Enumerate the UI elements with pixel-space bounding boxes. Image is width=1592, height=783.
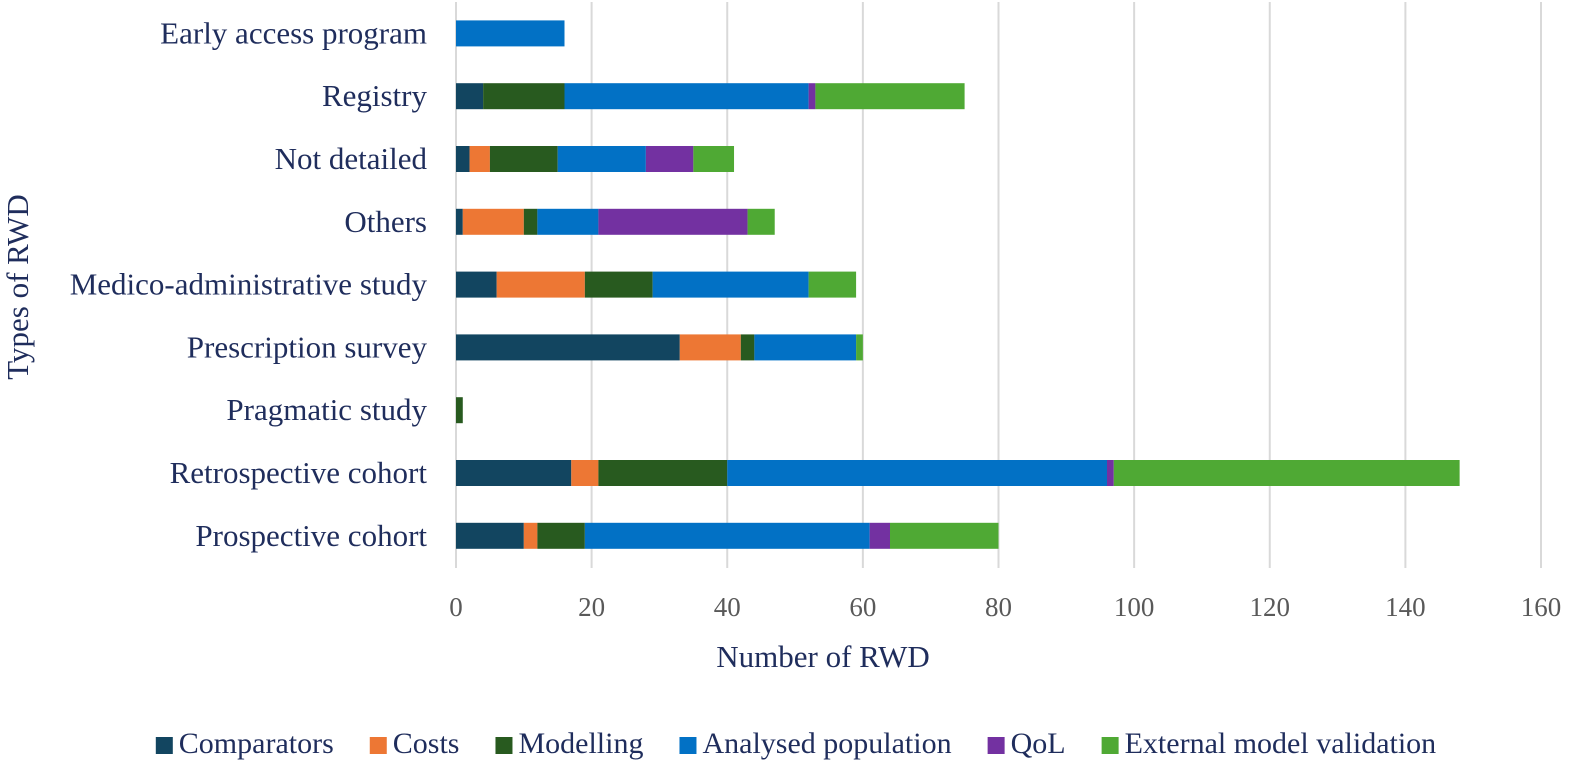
bar-segment	[456, 20, 565, 47]
bar-segment	[598, 208, 748, 235]
legend-swatch	[1101, 737, 1119, 754]
bar-segment	[571, 460, 599, 486]
legend-label: Modelling	[518, 727, 643, 760]
bar-segment	[489, 146, 558, 172]
bar-segment	[1113, 460, 1460, 486]
bar-segment	[747, 208, 775, 235]
y-axis-label: Types of RWD	[0, 194, 35, 380]
legend-swatch	[987, 737, 1005, 754]
bar-segment	[496, 271, 585, 298]
bar-segment	[740, 334, 755, 361]
bar-segment	[557, 146, 646, 172]
category-labels: Early access program Registry Not detailed…	[70, 15, 428, 552]
legend-label: Analysed population	[702, 727, 951, 760]
bar-segment	[456, 271, 497, 298]
bar-segment	[727, 460, 1107, 486]
bar-segment	[456, 522, 524, 549]
bar-segment	[469, 146, 490, 172]
x-tick-label: 120	[1250, 592, 1291, 622]
category-label: Registry	[322, 78, 428, 113]
bar-segment	[537, 522, 585, 549]
bar-segment	[456, 83, 484, 110]
category-label: Others	[344, 204, 427, 239]
bar-segment	[890, 522, 999, 549]
x-tick-label: 160	[1521, 592, 1562, 622]
bars	[456, 20, 1460, 549]
bar-segment	[754, 334, 857, 361]
legend-label: QoL	[1011, 727, 1066, 760]
category-label: Medico-administrative study	[70, 267, 428, 302]
bar-segment	[456, 208, 463, 235]
x-tick-label: 100	[1114, 592, 1155, 622]
bar-segment	[456, 334, 680, 361]
bar-segment	[808, 271, 857, 298]
category-label: Early access program	[160, 15, 427, 50]
bar-segment	[598, 460, 728, 486]
x-tick-label: 20	[578, 592, 605, 622]
bar-segment	[456, 460, 572, 486]
category-label: Prospective cohort	[195, 518, 427, 553]
bar-segment	[523, 208, 538, 235]
bar-segment	[537, 208, 599, 235]
bar-segment	[856, 334, 863, 361]
legend-swatch	[495, 737, 513, 754]
bar-segment	[679, 334, 741, 361]
x-axis-label: Number of RWD	[716, 639, 930, 674]
category-label: Not detailed	[275, 141, 428, 176]
x-tick-label: 40	[714, 592, 741, 622]
bar-segment	[456, 397, 463, 424]
legend-swatch	[369, 737, 387, 754]
bar-segment	[808, 83, 816, 110]
category-label: Prescription survey	[187, 329, 428, 364]
legend-swatch	[155, 737, 173, 754]
x-tick-label: 140	[1385, 592, 1426, 622]
bar-segment	[584, 271, 653, 298]
category-label: Pragmatic study	[226, 392, 427, 427]
bar-segment	[584, 522, 870, 549]
x-tick-label: 60	[849, 592, 876, 622]
bar-segment	[523, 522, 538, 549]
x-tick-label: 80	[985, 592, 1012, 622]
legend: Comparators Costs Modelling Analysed popula…	[155, 727, 1437, 760]
legend-label: Costs	[393, 727, 460, 760]
bar-segment	[462, 208, 524, 235]
bar-segment	[645, 146, 694, 172]
legend-label: Comparators	[179, 727, 334, 760]
bar-segment	[693, 146, 735, 172]
bar-segment	[564, 83, 809, 110]
x-tick-labels: 0 20 40 60 80 100 120 140 160	[449, 592, 1561, 622]
category-label: Retrospective cohort	[170, 455, 428, 490]
bar-segment	[815, 83, 965, 110]
bar-segment	[1107, 460, 1114, 486]
legend-swatch	[679, 737, 697, 754]
bar-segment	[869, 522, 890, 549]
bar-segment	[652, 271, 809, 298]
bar-segment	[483, 83, 565, 110]
legend-label: External model validation	[1125, 727, 1437, 760]
bar-segment	[456, 146, 470, 172]
x-tick-label: 0	[449, 592, 463, 622]
